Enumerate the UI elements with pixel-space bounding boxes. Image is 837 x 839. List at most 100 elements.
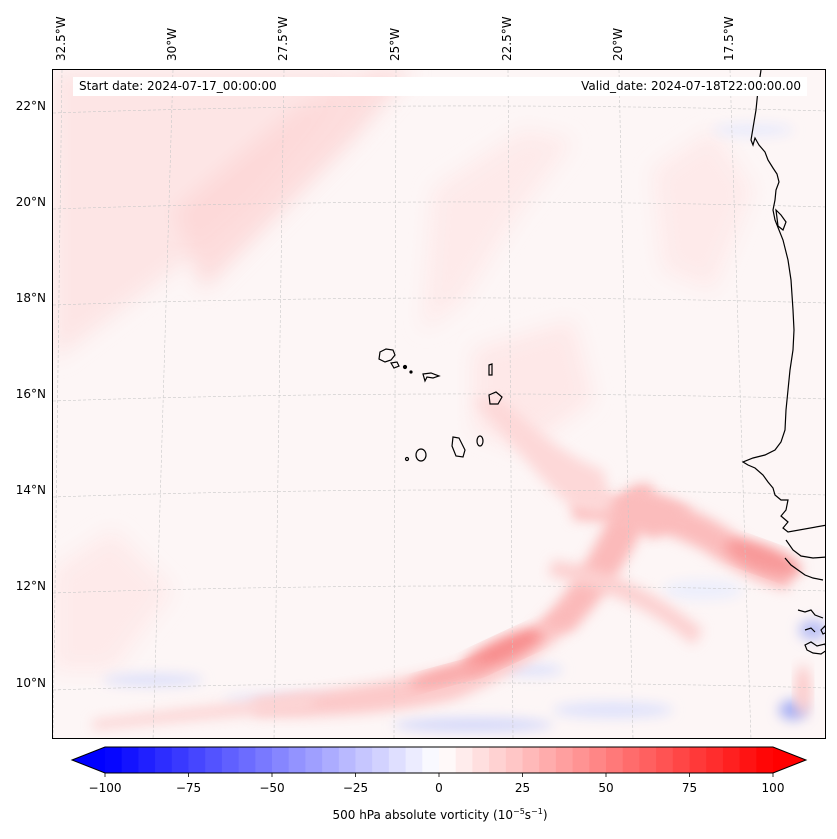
island-santa-luzia: [402, 364, 408, 370]
colorbar-segment: [539, 747, 557, 773]
island-sao-vicente: [390, 361, 400, 369]
meridian-gridline: [507, 70, 514, 738]
colorbar-segment: [689, 747, 707, 773]
parallel-gridline: [53, 682, 825, 691]
colorbar-segment: [121, 747, 139, 773]
island-sao-nicolau: [422, 372, 441, 383]
colorbar-segment: [288, 747, 306, 773]
meridian-gridline: [618, 70, 634, 738]
colorbar-segment: [639, 747, 657, 773]
colorbar-segment: [305, 747, 323, 773]
island-maio: [476, 435, 484, 447]
colorbar-tick-label: 75: [681, 781, 698, 795]
map-gridlines: [53, 70, 825, 738]
colorbar-segment: [572, 747, 590, 773]
valid-date-label: Valid_date: 2024-07-18T22:00:00.00: [581, 79, 801, 93]
colorbar-segment: [656, 747, 674, 773]
colorbar-segment: [706, 747, 724, 773]
colorbar-segment: [171, 747, 189, 773]
date-info-bar: Start date: 2024-07-17_00:00:00 Valid_da…: [73, 77, 807, 96]
colorbar-segments: [105, 747, 774, 773]
colorbar-tick-label: 50: [598, 781, 614, 795]
parallel-gridline: [53, 297, 825, 306]
colorbar-segment: [155, 747, 173, 773]
colorbar-segment: [105, 747, 123, 773]
colorbar-segment: [756, 747, 774, 773]
colorbar-segment: [722, 747, 741, 773]
colorbar-segment: [606, 747, 624, 773]
map-panel: [52, 69, 826, 739]
colorbar-segment: [622, 747, 640, 773]
colorbar-label-exponent-2: −1: [531, 807, 543, 816]
longitude-tick-label: 32.5°W: [54, 16, 68, 61]
latitude-tick-label: 12°N: [15, 579, 46, 593]
island-fogo: [415, 448, 427, 462]
colorbar-segment: [739, 747, 757, 773]
latitude-tick-label: 22°N: [15, 99, 46, 113]
colorbar-segment: [505, 747, 523, 773]
colorbar-extend-min-triangle: [72, 747, 105, 773]
longitude-tick-label: 20°W: [611, 27, 625, 61]
latitude-tick-label: 18°N: [15, 291, 46, 305]
colorbar-tick-label: 100: [761, 781, 785, 795]
parallel-gridline: [53, 489, 825, 498]
longitude-tick-label: 22.5°W: [500, 16, 514, 61]
colorbar-tick-label: −50: [259, 781, 285, 795]
colorbar-segment: [439, 747, 457, 773]
latitude-tick-label: 20°N: [15, 195, 46, 209]
colorbar-segment: [422, 747, 440, 773]
colorbar-tick-label: 0: [435, 781, 443, 795]
colorbar-segment: [472, 747, 490, 773]
colorbar-tick-label: 25: [514, 781, 531, 795]
meridian-gridline: [393, 70, 397, 738]
colorbar-extend-max-triangle: [773, 747, 806, 773]
island-sal: [488, 363, 493, 376]
colorbar-tick-label: −100: [88, 781, 122, 795]
colorbar-label: 500 hPa absolute vorticity (10−5s−1): [0, 807, 837, 822]
meridian-gridline: [273, 70, 285, 738]
colorbar-segment: [272, 747, 290, 773]
island-santo-antao: [378, 348, 396, 363]
island-boa-vista: [488, 391, 503, 405]
colorbar-segment: [455, 747, 473, 773]
parallel-gridline: [53, 393, 825, 402]
colorbar-segment: [255, 747, 273, 773]
colorbar-segment: [388, 747, 407, 773]
meridian-gridline: [53, 70, 63, 738]
colorbar-label-end: ): [542, 808, 548, 822]
longitude-tick-label: 25°W: [388, 27, 402, 61]
latitude-tick-label: 16°N: [15, 387, 46, 401]
colorbar-segment: [205, 747, 223, 773]
meridian-gridline: [729, 70, 752, 738]
latitude-tick-label: 10°N: [15, 676, 46, 690]
meridian-gridline: [152, 70, 174, 738]
colorbar-ticks: [104, 773, 774, 777]
colorbar-label-main: 500 hPa absolute vorticity (10: [332, 808, 513, 822]
colorbar-segment: [138, 747, 156, 773]
colorbar-segment: [372, 747, 390, 773]
colorbar: [70, 746, 808, 777]
vorticity-map: [53, 70, 825, 738]
longitude-tick-label: 27.5°W: [276, 16, 290, 61]
colorbar-segment: [221, 747, 240, 773]
island-santiago: [451, 436, 466, 458]
parallel-gridline: [53, 105, 825, 114]
colorbar-label-exponent-1: −5: [512, 807, 525, 816]
latitude-tick-label: 14°N: [15, 483, 46, 497]
colorbar-segment: [338, 747, 356, 773]
colorbar-segment: [555, 747, 574, 773]
colorbar-segment: [322, 747, 340, 773]
colorbar-label-unit: s: [524, 808, 532, 822]
parallel-gridline: [53, 201, 825, 210]
african-coastline: [741, 70, 825, 655]
colorbar-segment: [522, 747, 540, 773]
colorbar-tick-label: −75: [175, 781, 202, 795]
colorbar-segment: [238, 747, 256, 773]
island-brava: [404, 456, 410, 462]
colorbar-segment: [355, 747, 373, 773]
start-date-label: Start date: 2024-07-17_00:00:00: [79, 79, 277, 93]
colorbar-segment: [672, 747, 690, 773]
vorticity-field-positive-bands: [93, 400, 811, 730]
parallel-gridline: [53, 585, 825, 594]
